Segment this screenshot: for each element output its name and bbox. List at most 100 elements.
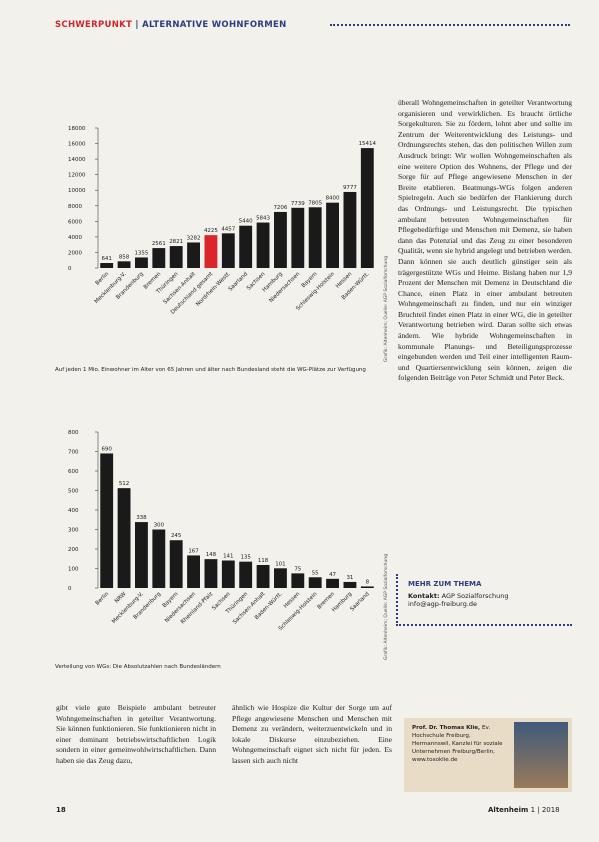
x-tick-label: Saarland [228, 271, 249, 292]
bar [274, 211, 287, 268]
value-label: 7739 [291, 201, 305, 207]
value-label: 118 [258, 558, 269, 564]
x-tick-label: Saarland [349, 591, 370, 612]
bar [343, 581, 357, 588]
value-label: 858 [119, 254, 130, 260]
y-tick-label: 800 [68, 430, 79, 436]
section: SCHWERPUNKT [55, 20, 133, 30]
bar [326, 202, 339, 268]
bar [360, 148, 374, 268]
chart-source: Grafik: Altenheim; Quelle: AGP Sozialfor… [384, 553, 389, 660]
y-tick-label: 2000 [68, 250, 82, 256]
bar [187, 555, 200, 588]
bar [204, 235, 218, 268]
issue: 1 | 2018 [530, 806, 560, 814]
value-label: 75 [294, 566, 301, 572]
value-label: 690 [101, 446, 112, 452]
author-text: Ev. Hochschule Freiburg, Hermannswil, Ka… [412, 725, 503, 763]
value-label: 245 [171, 533, 182, 539]
header: SCHWERPUNKT | ALTERNATIVE WOHNFORMEN [55, 20, 287, 30]
bar [308, 207, 322, 268]
y-tick-label: 100 [68, 567, 79, 573]
value-label: 15414 [359, 141, 377, 147]
magazine: Altenheim [488, 806, 529, 814]
value-label: 2561 [152, 241, 166, 247]
value-label: 2821 [169, 239, 183, 245]
bar [256, 222, 270, 268]
y-tick-label: 700 [68, 450, 79, 456]
bar [274, 568, 287, 588]
y-tick-label: 8000 [68, 204, 82, 210]
bar [239, 561, 253, 588]
value-label: 3282 [187, 235, 201, 241]
page-number: 18 [56, 806, 66, 814]
value-label: 7805 [308, 200, 322, 206]
value-label: 148 [206, 552, 217, 558]
bar [152, 529, 166, 588]
x-tick-label: Berlin [95, 591, 111, 607]
y-tick-label: 6000 [68, 219, 82, 225]
author-box: Prof. Dr. Thomas Klie, Ev. Hochschule Fr… [404, 718, 572, 792]
chart-caption: Auf jeden 1 Mio. Einwohner im Alter von … [55, 367, 366, 373]
article-text: gibt viele gute Beispiele ambulant betre… [56, 703, 216, 765]
author-name: Prof. Dr. Thomas Klie, [412, 725, 481, 731]
article-text: ähnlich wie Hospize die Kultur der Sorge… [232, 703, 392, 765]
y-tick-label: 10000 [68, 188, 86, 194]
info-title: MEHR ZUM THEMA [408, 580, 482, 588]
footer-magazine: Altenheim 1 | 2018 [488, 806, 560, 814]
bar [221, 233, 235, 268]
bar [291, 207, 305, 268]
x-tick-label: Nordrhein-Westf. [195, 271, 232, 308]
value-label: 55 [312, 570, 319, 576]
x-tick-label: NRW [114, 591, 128, 605]
bar [117, 261, 131, 268]
value-label: 7206 [273, 205, 287, 211]
y-tick-label: 16000 [68, 142, 86, 148]
x-tick-label: Niedersachsen [268, 271, 301, 304]
contact: AGP Sozialforschung [441, 592, 509, 600]
y-tick-label: 18000 [68, 126, 86, 132]
chart-caption: Verteilung von WGs: Die Absolutzahlen na… [55, 664, 221, 670]
value-label: 1355 [134, 250, 148, 256]
value-label: 4225 [204, 228, 218, 234]
bar [291, 573, 305, 588]
y-tick-label: 300 [68, 528, 79, 534]
value-label: 47 [329, 572, 336, 578]
author-photo [514, 722, 568, 788]
value-label: 31 [346, 575, 353, 581]
y-tick-label: 400 [68, 508, 79, 514]
bar [204, 559, 218, 588]
value-label: 167 [188, 548, 199, 554]
bar [256, 564, 270, 588]
value-label: 4457 [221, 226, 235, 232]
bar [221, 560, 235, 588]
value-label: 101 [275, 561, 286, 567]
value-label: 135 [240, 555, 251, 561]
bar [135, 522, 148, 588]
value-label: 8 [366, 579, 370, 585]
bar [239, 225, 253, 268]
y-tick-label: 0 [68, 266, 72, 272]
y-tick-label: 200 [68, 547, 79, 553]
bar [117, 488, 131, 588]
value-label: 8400 [326, 196, 340, 202]
contact-label: Kontakt: [408, 592, 440, 600]
y-tick-label: 0 [68, 586, 72, 592]
section-title: ALTERNATIVE WOHNFORMEN [142, 20, 287, 30]
x-tick-label: Rheinland-Pfalz [180, 591, 214, 625]
value-label: 512 [119, 481, 130, 487]
bar [187, 242, 200, 268]
chart-source: Grafik: Altenheim; Quelle: AGP Sozialfor… [384, 255, 389, 362]
bar [152, 248, 166, 268]
article-text: überall Wohngemeinschaften in geteilter … [398, 98, 572, 383]
y-tick-label: 600 [68, 469, 79, 475]
bar [308, 577, 322, 588]
value-label: 641 [101, 256, 112, 262]
value-label: 5440 [239, 219, 253, 225]
info-box: MEHR ZUM THEMA Kontakt: AGP Sozialforsch… [396, 574, 572, 626]
y-tick-label: 4000 [68, 235, 82, 241]
bar [169, 540, 183, 588]
value-label: 9777 [343, 185, 357, 191]
